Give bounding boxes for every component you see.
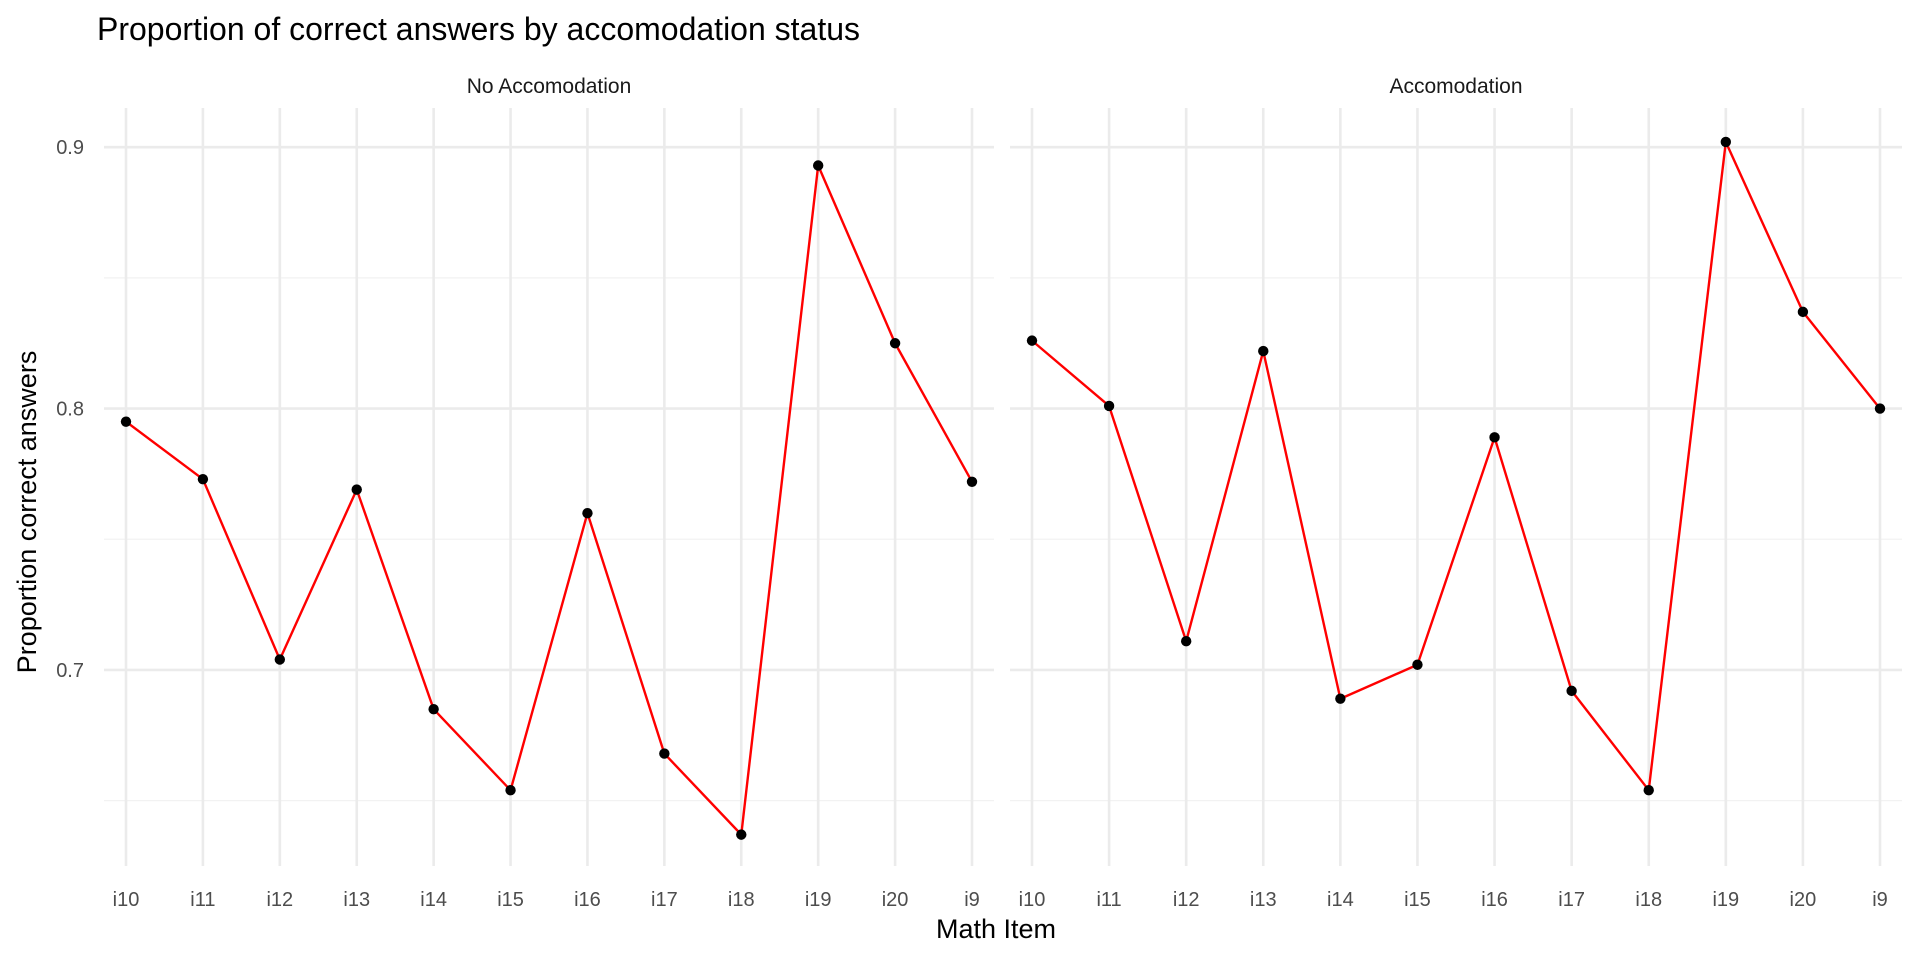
data-point	[812, 160, 824, 171]
y-tick-label: 0.7	[56, 660, 84, 682]
data-point	[1489, 432, 1500, 443]
x-tick-label: i17	[651, 889, 678, 911]
panel-strip-label: No Accomodation	[467, 75, 632, 98]
x-tick-label: i19	[805, 889, 832, 911]
data-point	[1335, 693, 1346, 704]
data-point	[428, 703, 439, 715]
y-tick-label: 0.8	[56, 399, 84, 421]
x-tick-label: i16	[1481, 889, 1508, 911]
x-tick-label: i12	[1173, 889, 1200, 911]
data-point	[197, 473, 209, 485]
panel-strip-label: Accomodation	[1389, 75, 1522, 98]
x-tick-label: i9	[964, 889, 980, 911]
x-tick-label: i12	[266, 889, 293, 911]
x-tick-label: i14	[420, 889, 447, 911]
x-tick-label: i14	[1327, 889, 1354, 911]
data-point	[1412, 659, 1423, 670]
x-tick-label: i20	[882, 889, 909, 911]
x-tick-label: i9	[1872, 889, 1888, 911]
x-tick-label: i18	[728, 889, 755, 911]
data-point	[351, 484, 362, 495]
data-point	[1643, 785, 1654, 796]
data-point	[1874, 403, 1886, 414]
x-tick-label: i18	[1635, 889, 1662, 911]
data-point	[505, 785, 516, 796]
x-tick-label: i13	[343, 889, 370, 911]
data-point	[736, 829, 747, 840]
series-line	[1031, 140, 1881, 792]
x-tick-label: i11	[1096, 889, 1121, 911]
y-axis-title: Proportion correct answers	[12, 351, 42, 674]
series-line	[125, 164, 974, 836]
data-point	[120, 416, 132, 427]
panels-group: No Accomodation i10 i11 i12 i13 i14 i15 i16 i17 i…	[56, 75, 1902, 911]
data-point	[1180, 636, 1192, 647]
data-point	[582, 507, 593, 519]
data-point	[1026, 335, 1038, 346]
panel-0: No Accomodation i10 i11 i12 i13 i14 i15 i16 i17 i…	[56, 75, 994, 911]
data-point	[659, 748, 670, 759]
data-point	[1103, 400, 1115, 412]
data-point	[966, 476, 978, 487]
y-tick-label: 0.9	[56, 137, 84, 159]
x-tick-label: i13	[1250, 889, 1277, 911]
x-tick-label: i16	[574, 889, 601, 911]
data-point	[1720, 136, 1732, 148]
x-tick-label: i15	[1404, 889, 1431, 911]
x-tick-label: i10	[113, 889, 140, 911]
x-tick-label: i19	[1712, 889, 1739, 911]
x-tick-label: i10	[1019, 889, 1046, 911]
x-tick-label: i20	[1790, 889, 1817, 911]
data-point	[1258, 345, 1269, 357]
x-axis-title: Math Item	[936, 914, 1056, 944]
data-point	[889, 338, 901, 349]
data-point	[1566, 685, 1577, 697]
data-point	[1797, 306, 1809, 318]
x-tick-label: i17	[1558, 889, 1585, 911]
panel-1: Accomodation i10 i11 i12 i13 i14 i15 i16 i17 i18 i…	[1010, 75, 1902, 911]
data-point	[274, 654, 286, 665]
chart-title: Proportion of correct answers by accomod…	[97, 11, 860, 47]
x-tick-label: i11	[190, 889, 215, 911]
x-tick-label: i15	[497, 889, 524, 911]
